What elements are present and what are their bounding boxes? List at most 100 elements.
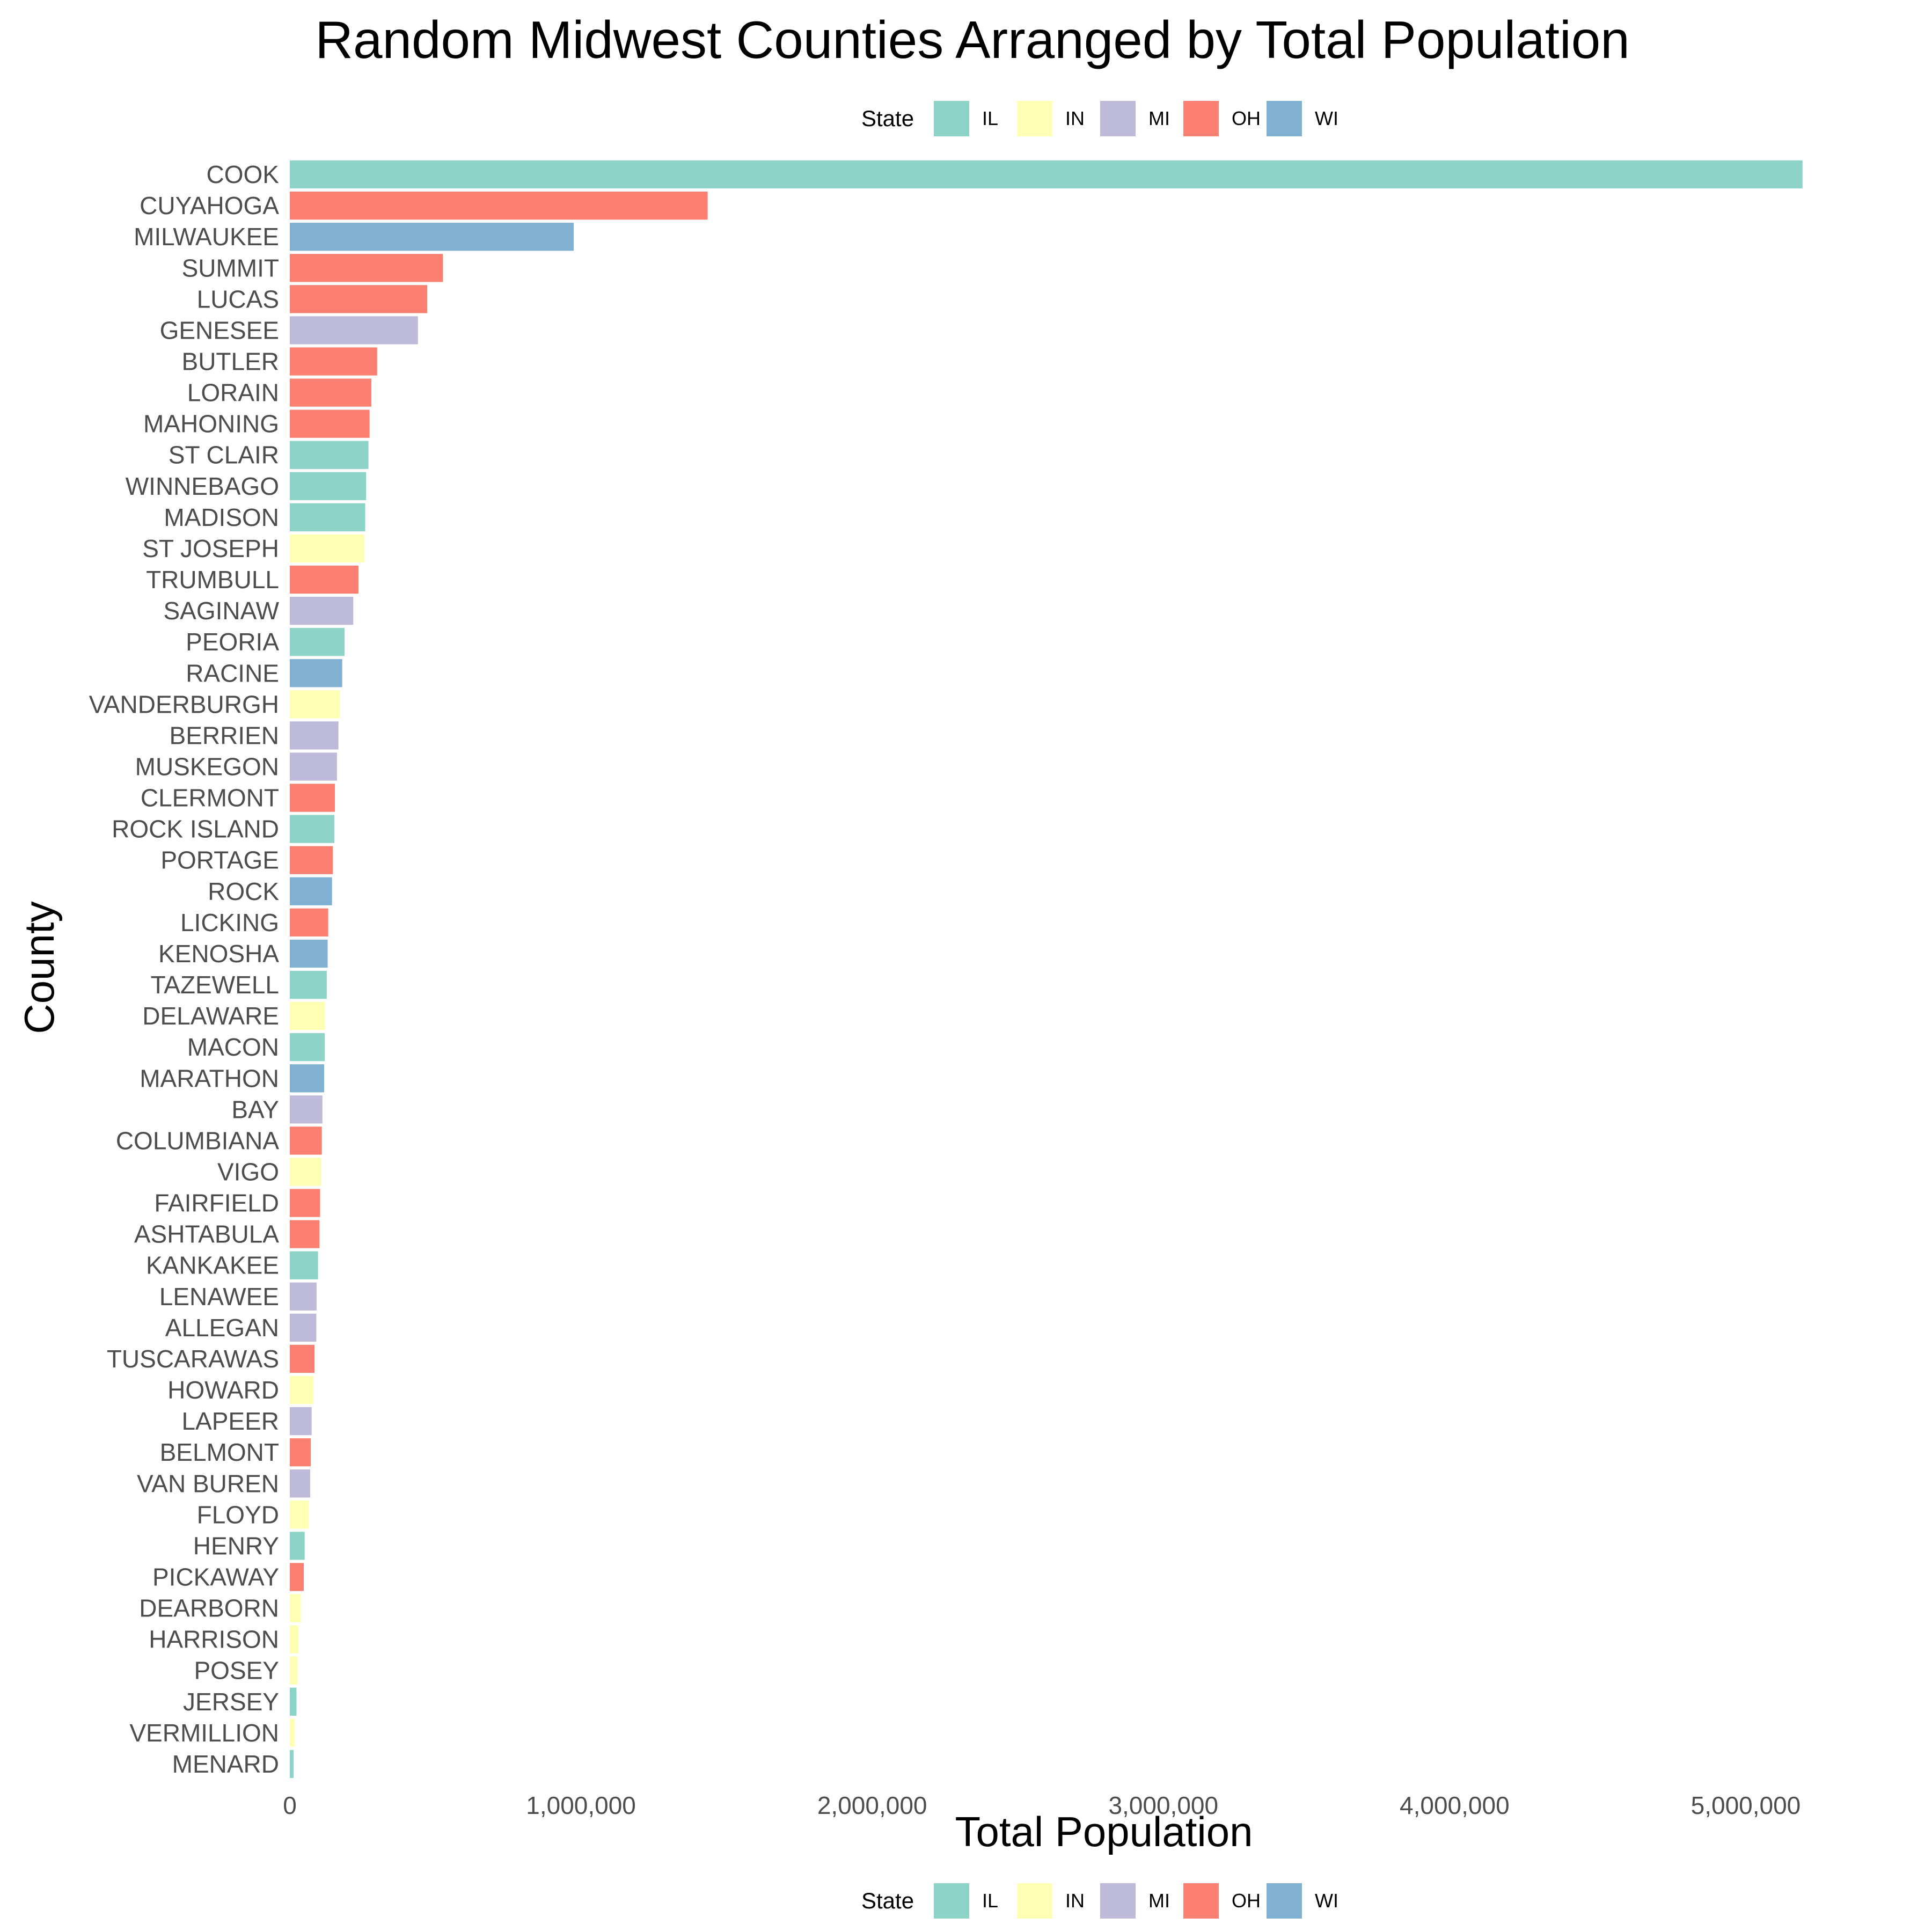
bar-menard: [290, 1750, 294, 1779]
legend-label-in: IN: [1065, 1890, 1085, 1912]
y-tick-label-marathon: MARATHON: [140, 1064, 279, 1092]
y-tick-label-dearborn: DEARBORN: [139, 1594, 279, 1622]
y-tick-label-trumbull: TRUMBULL: [146, 566, 279, 594]
bar-butler: [290, 347, 377, 376]
bar-tuscarawas: [290, 1344, 315, 1373]
legend-top: State IL IN MI OH WI: [861, 101, 1338, 136]
y-tick-label-posey: POSEY: [194, 1657, 279, 1685]
bar-lapeer: [290, 1407, 312, 1436]
y-tick-label-licking: LICKING: [180, 909, 279, 936]
legend-title-top: State: [861, 106, 914, 131]
x-tick-label: 3,000,000: [1108, 1791, 1218, 1819]
y-tick-label-allegan: ALLEGAN: [165, 1314, 279, 1342]
legend-label-oh: OH: [1232, 1890, 1261, 1912]
y-tick-label-madison: MADISON: [164, 503, 279, 531]
y-tick-label-pickaway: PICKAWAY: [152, 1563, 279, 1591]
y-tick-label-mahoning: MAHONING: [143, 410, 279, 438]
legend-swatch-oh: [1183, 1883, 1219, 1919]
bar-harrison: [290, 1625, 299, 1653]
x-axis-title: Total Population: [955, 1808, 1253, 1855]
y-tick-label-lapeer: LAPEER: [181, 1407, 279, 1435]
legend-title-bottom: State: [861, 1888, 914, 1913]
y-tick-label-jersey: JERSEY: [183, 1688, 279, 1716]
legend-swatch-wi: [1267, 1883, 1302, 1919]
bar-st-joseph: [290, 534, 364, 563]
legend-label-oh: OH: [1232, 107, 1261, 129]
bar-howard: [290, 1375, 313, 1404]
y-tick-label-menard: MENARD: [172, 1750, 279, 1778]
bar-dearborn: [290, 1594, 301, 1622]
bar-muskegon: [290, 752, 337, 781]
x-tick-labels: 0 1,000,000 2,000,000 3,000,000 4,000,000 5,0…: [283, 1791, 1801, 1819]
bar-van-buren: [290, 1469, 310, 1498]
bar-lucas: [290, 285, 428, 313]
y-tick-label-bay: BAY: [231, 1095, 279, 1123]
x-tick-label: 0: [283, 1791, 297, 1819]
y-tick-label-macon: MACON: [187, 1033, 279, 1061]
chart-title: Random Midwest Counties Arranged by Tota…: [315, 10, 1630, 69]
y-tick-label-st-joseph: ST JOSEPH: [142, 535, 279, 562]
y-tick-label-genesee: GENESEE: [160, 316, 279, 344]
bar-saginaw: [290, 596, 354, 625]
bar-clermont: [290, 784, 335, 812]
x-tick-label: 1,000,000: [526, 1791, 636, 1819]
legend-swatch-oh: [1183, 101, 1219, 136]
bar-mahoning: [290, 409, 370, 438]
bar-trumbull: [290, 565, 359, 594]
bar-belmont: [290, 1438, 311, 1467]
bar-jersey: [290, 1687, 297, 1716]
y-tick-labels: COOK CUYAHOGA MILWAUKEE SUMMIT LUCAS GENESEE B…: [89, 160, 280, 1778]
y-tick-label-cook: COOK: [207, 160, 280, 188]
y-tick-label-racine: RACINE: [186, 659, 279, 687]
bar-cook: [290, 160, 1803, 189]
y-tick-label-howard: HOWARD: [167, 1376, 279, 1404]
legend-label-mi: MI: [1148, 1890, 1170, 1912]
y-axis-title: County: [16, 901, 63, 1034]
x-tick-label: 4,000,000: [1400, 1791, 1510, 1819]
y-tick-label-belmont: BELMONT: [160, 1438, 279, 1466]
bar-racine: [290, 659, 342, 687]
y-tick-label-vigo: VIGO: [217, 1158, 279, 1186]
x-tick-label: 2,000,000: [817, 1791, 927, 1819]
bar-columbiana: [290, 1126, 322, 1155]
y-tick-label-lenawee: LENAWEE: [159, 1283, 279, 1311]
bar-madison: [290, 503, 365, 532]
y-tick-label-delaware: DELAWARE: [142, 1002, 279, 1030]
x-tick-label: 5,000,000: [1691, 1791, 1801, 1819]
bar-kankakee: [290, 1251, 318, 1279]
legend-label-wi: WI: [1315, 107, 1338, 129]
bar-portage: [290, 846, 333, 874]
bar-st-clair: [290, 441, 369, 469]
bars: [290, 160, 1803, 1779]
bar-fairfield: [290, 1189, 320, 1217]
bar-tazewell: [290, 970, 327, 999]
y-tick-label-floyd: FLOYD: [197, 1501, 279, 1528]
legend-label-wi: WI: [1315, 1890, 1338, 1912]
y-tick-label-rock-island: ROCK ISLAND: [112, 815, 279, 843]
bar-lenawee: [290, 1282, 317, 1311]
bar-cuyahoga: [290, 191, 708, 220]
y-tick-label-rock: ROCK: [208, 877, 279, 905]
bar-pickaway: [290, 1563, 304, 1591]
bar-vermillion: [290, 1718, 295, 1747]
y-tick-label-columbiana: COLUMBIANA: [116, 1126, 279, 1154]
bar-lorain: [290, 378, 371, 407]
legend-label-il: IL: [982, 1890, 998, 1912]
y-tick-label-muskegon: MUSKEGON: [135, 753, 279, 781]
y-tick-label-clermont: CLERMONT: [141, 784, 279, 812]
y-tick-label-summit: SUMMIT: [182, 254, 279, 282]
legend-swatch-mi: [1100, 1883, 1136, 1919]
bar-vanderburgh: [290, 690, 340, 719]
bar-allegan: [290, 1313, 317, 1342]
y-tick-label-henry: HENRY: [193, 1532, 279, 1560]
bar-vigo: [290, 1158, 321, 1186]
bar-genesee: [290, 316, 418, 345]
bar-marathon: [290, 1064, 325, 1093]
y-tick-label-cuyahoga: CUYAHOGA: [140, 192, 279, 219]
y-tick-label-portage: PORTAGE: [160, 846, 279, 874]
legend-swatch-wi: [1267, 101, 1302, 136]
y-tick-label-kenosha: KENOSHA: [158, 940, 279, 968]
bar-winnebago: [290, 472, 367, 500]
legend-swatch-in: [1017, 1883, 1052, 1919]
y-tick-label-harrison: HARRISON: [149, 1626, 279, 1653]
